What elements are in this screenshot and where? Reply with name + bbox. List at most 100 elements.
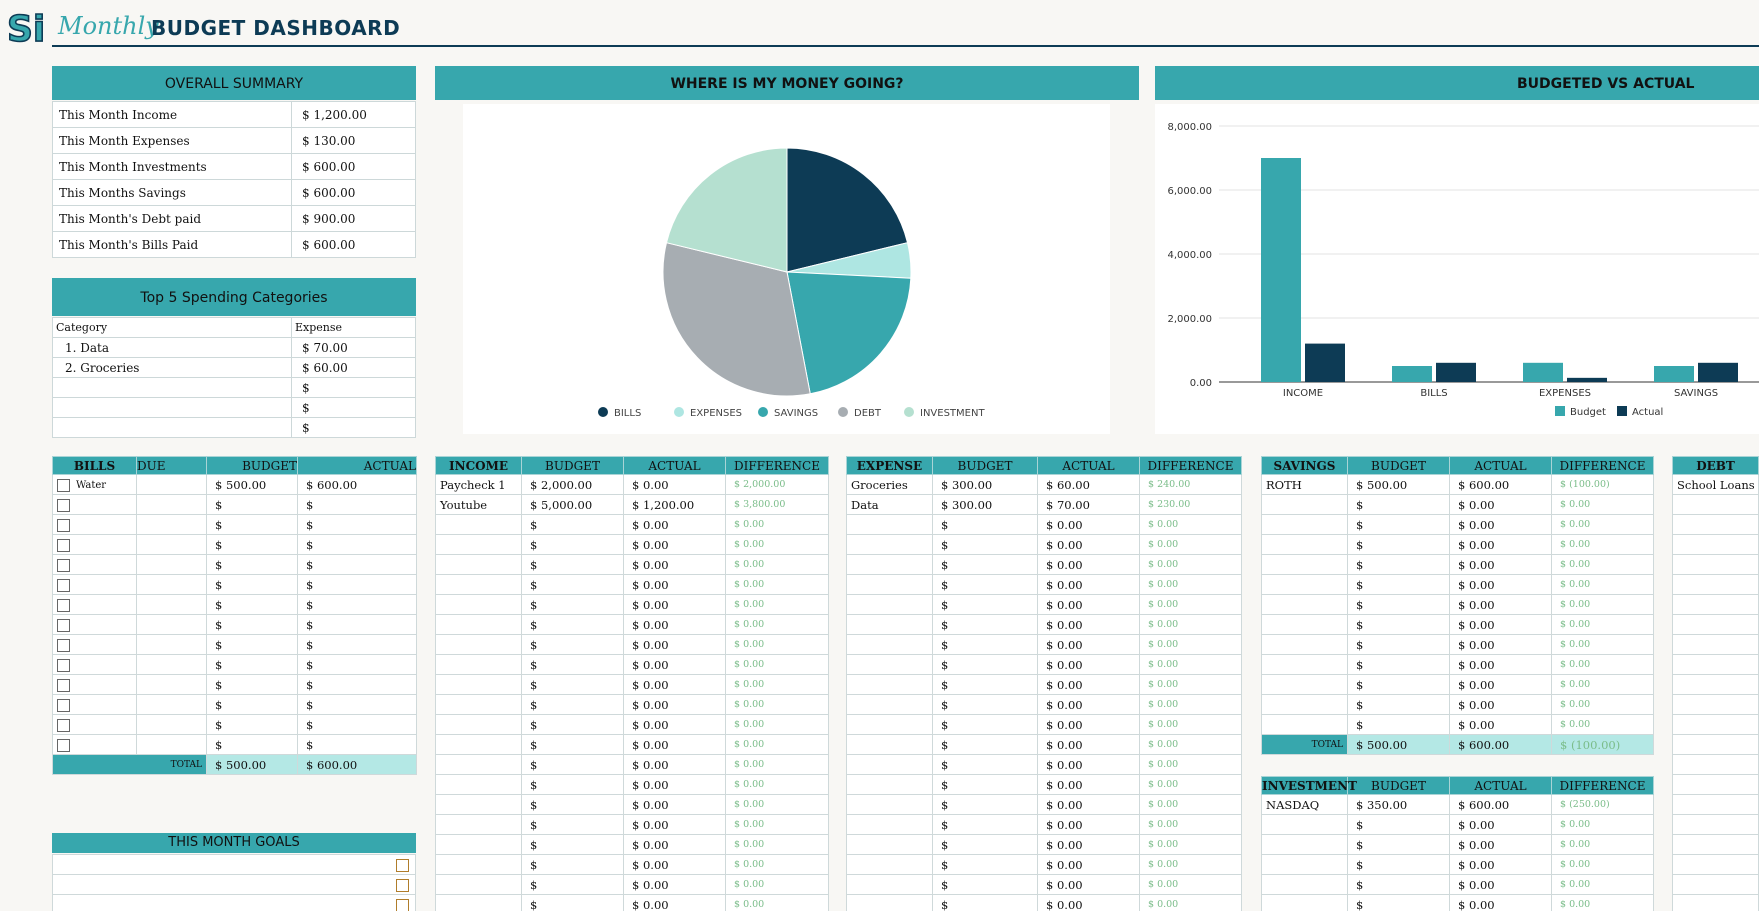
expense-actual[interactable]: $ 0.00 bbox=[1037, 834, 1140, 855]
bill-due[interactable] bbox=[136, 594, 207, 615]
investment-name[interactable] bbox=[1261, 874, 1348, 895]
bill-name-cell[interactable] bbox=[52, 574, 137, 595]
checkbox-icon[interactable] bbox=[395, 878, 409, 892]
debt-name[interactable]: School Loans bbox=[1672, 474, 1759, 495]
income-budget[interactable]: $ bbox=[521, 534, 624, 555]
savings-actual[interactable]: $ 0.00 bbox=[1449, 694, 1552, 715]
bill-due[interactable] bbox=[136, 494, 207, 515]
income-actual[interactable]: $ 0.00 bbox=[623, 594, 726, 615]
bills-actual[interactable]: $ 600.00 bbox=[297, 474, 417, 495]
bill-name-cell[interactable] bbox=[52, 674, 137, 695]
bills-budget[interactable]: $ bbox=[206, 714, 298, 735]
savings-budget[interactable]: $ 500.00 bbox=[1347, 474, 1450, 495]
expense-name[interactable] bbox=[846, 694, 933, 715]
debt-name[interactable] bbox=[1672, 814, 1759, 835]
bill-due[interactable] bbox=[136, 514, 207, 535]
investment-actual[interactable]: $ 0.00 bbox=[1449, 854, 1552, 875]
income-actual[interactable]: $ 0.00 bbox=[623, 754, 726, 775]
savings-budget[interactable]: $ bbox=[1347, 574, 1450, 595]
expense-budget[interactable]: $ bbox=[932, 874, 1038, 895]
income-actual[interactable]: $ 0.00 bbox=[623, 634, 726, 655]
bill-name-cell[interactable] bbox=[52, 734, 137, 755]
savings-name[interactable] bbox=[1261, 554, 1348, 575]
expense-actual[interactable]: $ 0.00 bbox=[1037, 714, 1140, 735]
checkbox-icon[interactable] bbox=[57, 598, 70, 612]
debt-name[interactable] bbox=[1672, 694, 1759, 715]
bill-name-cell[interactable] bbox=[52, 594, 137, 615]
savings-actual[interactable]: $ 0.00 bbox=[1449, 654, 1552, 675]
savings-budget[interactable]: $ bbox=[1347, 514, 1450, 535]
bills-budget[interactable]: $ bbox=[206, 554, 298, 575]
checkbox-icon[interactable] bbox=[395, 898, 409, 911]
income-actual[interactable]: $ 0.00 bbox=[623, 714, 726, 735]
checkbox-icon[interactable] bbox=[57, 658, 70, 672]
savings-name[interactable] bbox=[1261, 574, 1348, 595]
income-name[interactable] bbox=[435, 694, 522, 715]
checkbox-icon[interactable] bbox=[57, 678, 70, 692]
expense-budget[interactable]: $ bbox=[932, 834, 1038, 855]
expense-budget[interactable]: $ bbox=[932, 574, 1038, 595]
savings-budget[interactable]: $ bbox=[1347, 654, 1450, 675]
savings-name[interactable] bbox=[1261, 594, 1348, 615]
savings-actual[interactable]: $ 0.00 bbox=[1449, 594, 1552, 615]
bills-actual[interactable]: $ bbox=[297, 694, 417, 715]
debt-name[interactable] bbox=[1672, 894, 1759, 911]
savings-actual[interactable]: $ 0.00 bbox=[1449, 614, 1552, 635]
expense-actual[interactable]: $ 0.00 bbox=[1037, 594, 1140, 615]
income-actual[interactable]: $ 0.00 bbox=[623, 774, 726, 795]
bill-due[interactable] bbox=[136, 574, 207, 595]
savings-budget[interactable]: $ bbox=[1347, 534, 1450, 555]
bill-due[interactable] bbox=[136, 674, 207, 695]
savings-budget[interactable]: $ bbox=[1347, 714, 1450, 735]
expense-name[interactable]: Data bbox=[846, 494, 933, 515]
expense-name[interactable] bbox=[846, 734, 933, 755]
goal-check-cell[interactable] bbox=[389, 874, 416, 895]
bill-name-cell[interactable] bbox=[52, 494, 137, 515]
income-actual[interactable]: $ 0.00 bbox=[623, 794, 726, 815]
expense-actual[interactable]: $ 0.00 bbox=[1037, 554, 1140, 575]
expense-budget[interactable]: $ bbox=[932, 654, 1038, 675]
income-name[interactable] bbox=[435, 734, 522, 755]
income-budget[interactable]: $ bbox=[521, 714, 624, 735]
expense-budget[interactable]: $ bbox=[932, 554, 1038, 575]
income-budget[interactable]: $ bbox=[521, 774, 624, 795]
checkbox-icon[interactable] bbox=[57, 638, 70, 652]
savings-budget[interactable]: $ bbox=[1347, 694, 1450, 715]
debt-name[interactable] bbox=[1672, 614, 1759, 635]
expense-budget[interactable]: $ bbox=[932, 794, 1038, 815]
income-actual[interactable]: $ 0.00 bbox=[623, 534, 726, 555]
savings-name[interactable]: ROTH bbox=[1261, 474, 1348, 495]
investment-name[interactable] bbox=[1261, 834, 1348, 855]
investment-budget[interactable]: $ bbox=[1347, 894, 1450, 911]
income-name[interactable] bbox=[435, 634, 522, 655]
income-name[interactable]: Youtube bbox=[435, 494, 522, 515]
savings-actual[interactable]: $ 0.00 bbox=[1449, 534, 1552, 555]
expense-actual[interactable]: $ 70.00 bbox=[1037, 494, 1140, 515]
expense-actual[interactable]: $ 0.00 bbox=[1037, 774, 1140, 795]
income-name[interactable] bbox=[435, 534, 522, 555]
income-budget[interactable]: $ bbox=[521, 734, 624, 755]
bills-actual[interactable]: $ bbox=[297, 734, 417, 755]
income-actual[interactable]: $ 0.00 bbox=[623, 574, 726, 595]
goal-text[interactable] bbox=[52, 854, 390, 875]
bill-due[interactable] bbox=[136, 534, 207, 555]
expense-actual[interactable]: $ 0.00 bbox=[1037, 514, 1140, 535]
investment-actual[interactable]: $ 0.00 bbox=[1449, 814, 1552, 835]
debt-name[interactable] bbox=[1672, 494, 1759, 515]
income-budget[interactable]: $ bbox=[521, 694, 624, 715]
bills-budget[interactable]: $ bbox=[206, 694, 298, 715]
expense-budget[interactable]: $ bbox=[932, 814, 1038, 835]
investment-actual[interactable]: $ 0.00 bbox=[1449, 834, 1552, 855]
income-actual[interactable]: $ 0.00 bbox=[623, 614, 726, 635]
investment-name[interactable] bbox=[1261, 894, 1348, 911]
debt-name[interactable] bbox=[1672, 854, 1759, 875]
debt-name[interactable] bbox=[1672, 714, 1759, 735]
income-name[interactable] bbox=[435, 834, 522, 855]
investment-name[interactable] bbox=[1261, 854, 1348, 875]
income-actual[interactable]: $ 0.00 bbox=[623, 554, 726, 575]
bill-name-cell[interactable] bbox=[52, 694, 137, 715]
bills-actual[interactable]: $ bbox=[297, 594, 417, 615]
income-name[interactable] bbox=[435, 654, 522, 675]
debt-name[interactable] bbox=[1672, 574, 1759, 595]
savings-name[interactable] bbox=[1261, 494, 1348, 515]
